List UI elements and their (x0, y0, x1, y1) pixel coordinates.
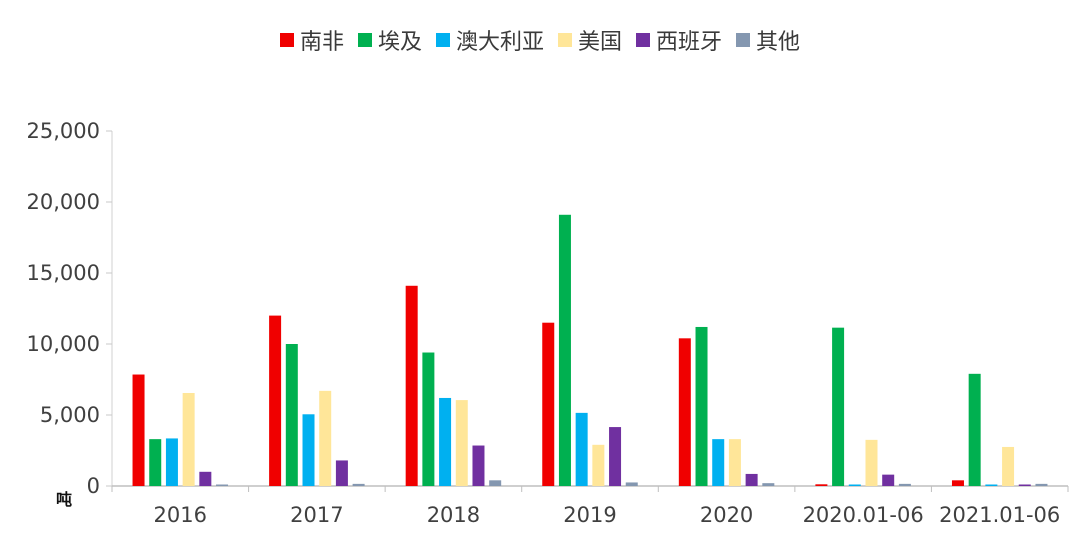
bar (319, 390, 332, 486)
y-axis-unit-label: 吨 (56, 490, 73, 509)
bar (149, 439, 162, 486)
legend-label: 其他 (756, 30, 801, 55)
y-tick-label: 20,000 (27, 190, 100, 214)
bar (1002, 446, 1015, 486)
bar (472, 445, 485, 486)
bar (728, 439, 741, 486)
y-tick-label: 25,000 (27, 119, 100, 143)
legend-item: 澳大利亚 (435, 24, 544, 56)
chart-legend: 南非 埃及 澳大利亚 美国 西班牙 其他 (0, 24, 1080, 56)
bar (455, 400, 468, 486)
bar (489, 480, 502, 486)
legend-swatch (357, 33, 372, 47)
legend-swatch (279, 33, 294, 47)
legend-item: 南非 (279, 24, 344, 56)
bar (815, 484, 828, 486)
bar (882, 474, 895, 486)
bar (199, 471, 212, 486)
bar (848, 484, 861, 486)
legend-item: 其他 (736, 24, 800, 56)
y-tick-label: 0 (87, 474, 100, 498)
bar (678, 338, 691, 486)
bar (1035, 483, 1048, 486)
y-tick-label: 5,000 (40, 403, 100, 427)
legend-item: 埃及 (357, 24, 422, 56)
y-tick-label: 10,000 (27, 332, 100, 356)
bar (695, 326, 708, 486)
legend-swatch (435, 33, 450, 47)
bar (968, 373, 981, 486)
y-tick-label: 15,000 (27, 261, 100, 285)
x-tick-label: 2018 (427, 503, 480, 527)
legend-swatch (558, 33, 572, 47)
bar (575, 412, 588, 486)
legend-item: 西班牙 (636, 24, 722, 56)
bar (405, 285, 418, 486)
bar (898, 483, 911, 486)
bar (951, 480, 964, 486)
bar (609, 427, 622, 486)
bar (182, 392, 195, 486)
bar (558, 214, 571, 486)
x-tick-label: 2017 (290, 503, 343, 527)
x-tick-label: 2016 (154, 503, 207, 527)
bar (216, 484, 229, 486)
bar (302, 414, 315, 486)
legend-item: 美国 (558, 24, 622, 56)
bar (269, 315, 282, 486)
bar (352, 483, 365, 486)
bar (132, 374, 145, 486)
bar (285, 344, 298, 486)
x-tick-label: 2020 (700, 503, 753, 527)
x-tick-label: 2021.01-06 (939, 503, 1060, 527)
bar (865, 439, 878, 486)
legend-label: 埃及 (377, 30, 422, 55)
legend-label: 美国 (578, 30, 623, 55)
bar (1018, 484, 1031, 486)
bar (625, 482, 638, 486)
bar (762, 483, 775, 486)
bar (712, 439, 725, 486)
x-tick-label: 2020.01-06 (803, 503, 924, 527)
legend-swatch (736, 33, 751, 47)
legend-swatch (636, 33, 651, 47)
bar (745, 473, 758, 486)
bar (165, 438, 178, 486)
bar (439, 397, 452, 486)
bar (985, 484, 998, 486)
bar (422, 352, 435, 486)
legend-label: 澳大利亚 (455, 30, 544, 55)
bar (592, 444, 605, 486)
bar (542, 322, 555, 486)
x-tick-label: 2019 (563, 503, 616, 527)
legend-label: 西班牙 (656, 30, 723, 55)
bar (335, 460, 348, 486)
legend-label: 南非 (299, 30, 344, 55)
bar (832, 327, 845, 486)
